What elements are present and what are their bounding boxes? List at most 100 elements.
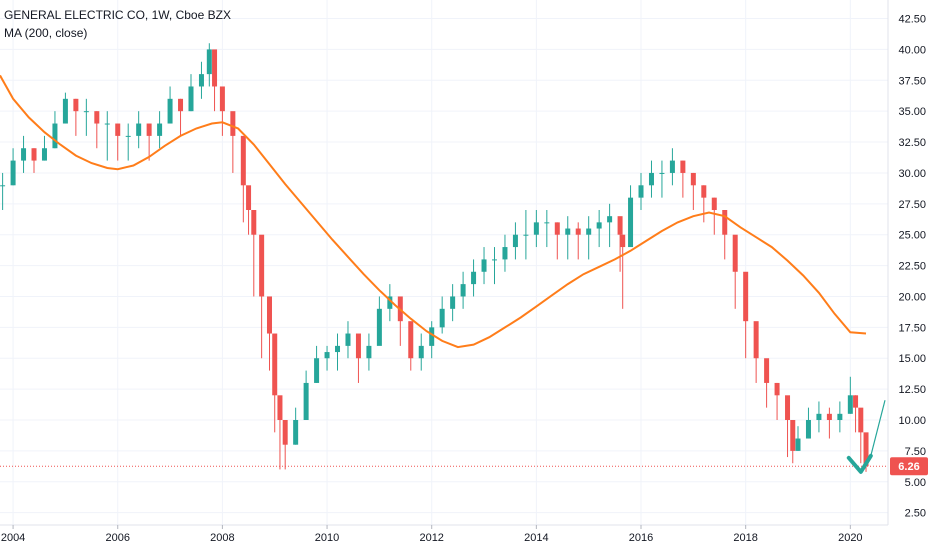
x-tick-label: 2016: [629, 532, 653, 544]
candle-body: [732, 234, 738, 272]
candle-body: [795, 438, 801, 451]
candle-body: [355, 333, 361, 359]
candle-body: [52, 123, 58, 149]
candle-body: [638, 185, 644, 198]
legend: GENERAL ELECTRIC CO, 1W, Cboe BZX MA (20…: [4, 6, 231, 42]
candle-body: [826, 413, 832, 420]
candle-body: [212, 49, 218, 87]
candle-body: [303, 382, 309, 420]
candle-body: [481, 259, 487, 272]
x-axis-labels: 2004 2006 2008 2010 2012 2014 2016 2018 2020: [1, 525, 863, 544]
candle-body: [62, 98, 68, 124]
candle-body: [282, 420, 288, 445]
y-tick-label: 7.50: [905, 446, 926, 458]
candle-body: [701, 185, 707, 198]
candle-body: [366, 345, 372, 359]
candle-body: [680, 160, 686, 173]
candle-body: [0, 185, 6, 187]
y-tick-label: 10.00: [898, 415, 926, 427]
candle-body: [94, 111, 100, 124]
candle-body: [764, 358, 770, 383]
candle-body: [324, 352, 330, 359]
candle-body: [41, 148, 47, 161]
candle-body: [439, 308, 445, 328]
candle-body: [785, 395, 791, 420]
candle-body: [277, 395, 283, 420]
candle-body: [858, 407, 864, 433]
ma-line: [0, 74, 867, 349]
candle-body: [198, 74, 204, 87]
candle-body: [847, 395, 853, 414]
candle-body: [837, 413, 843, 420]
candle-body: [586, 228, 592, 235]
y-tick-label: 2.50: [905, 508, 926, 520]
candle-body: [136, 123, 142, 136]
candle-body: [418, 345, 424, 359]
candle-body: [246, 185, 252, 210]
candles: [0, 43, 869, 472]
last-price-label: 6.26: [898, 461, 919, 473]
candle-body: [805, 420, 811, 439]
candle-body: [429, 327, 435, 346]
y-tick-label: 5.00: [905, 477, 926, 489]
y-tick-label: 27.50: [898, 199, 926, 211]
candle-body: [669, 160, 675, 173]
candle-body: [853, 395, 859, 408]
last-price-label-bg: [890, 457, 928, 476]
candle-body: [544, 222, 550, 224]
candle-body: [240, 135, 246, 186]
y-tick-label: 25.00: [898, 230, 926, 242]
candle-body: [596, 222, 602, 229]
candle-body: [21, 148, 27, 161]
candle-body: [711, 197, 717, 210]
candle-body: [115, 123, 121, 136]
candle-body: [648, 172, 654, 186]
candle-body: [146, 123, 152, 136]
y-tick-label: 30.00: [898, 168, 926, 180]
candle-body: [607, 216, 613, 223]
candle-body: [628, 197, 634, 248]
candle-body: [533, 222, 539, 235]
candle-body: [83, 111, 89, 113]
candle-body: [293, 420, 299, 445]
candle-body: [314, 358, 320, 383]
candle-body: [502, 247, 508, 260]
candle-body: [104, 123, 110, 125]
candle-body: [167, 98, 173, 124]
y-tick-label: 40.00: [898, 44, 926, 56]
candle-body: [345, 333, 351, 346]
y-tick-label: 12.50: [898, 384, 926, 396]
candle-body: [722, 210, 728, 235]
y-tick-label: 17.50: [898, 322, 926, 334]
indicator-label: MA (200, close): [4, 26, 88, 40]
candle-body: [774, 382, 780, 396]
candle-body: [753, 321, 759, 359]
candle-body: [743, 271, 749, 322]
candle-body: [10, 160, 16, 186]
candle-body: [523, 234, 529, 236]
candle-body: [659, 172, 665, 174]
candle-body: [450, 296, 456, 309]
y-axis-labels: 2.50 5.00 7.50 10.00 12.50 15.00 17.50 20.00 22.…: [898, 14, 926, 520]
y-tick-label: 37.50: [898, 75, 926, 87]
candle-body: [575, 228, 581, 235]
trend-line-annotation: [870, 400, 886, 457]
candle-body: [790, 420, 796, 451]
x-tick-label: 2006: [105, 532, 129, 544]
candle-body: [554, 222, 560, 235]
candle-body: [863, 432, 869, 467]
candle-body: [471, 271, 477, 285]
x-tick-label: 2012: [419, 532, 443, 544]
y-tick-label: 20.00: [898, 291, 926, 303]
candle-body: [690, 172, 696, 186]
down-arrow-icon: [846, 453, 873, 474]
y-tick-label: 15.00: [898, 353, 926, 365]
candle-body: [31, 148, 37, 161]
candle-body: [565, 228, 571, 235]
y-tick-label: 42.50: [898, 14, 926, 26]
x-tick-label: 2020: [838, 532, 862, 544]
candle-body: [512, 234, 518, 248]
candle-body: [178, 98, 184, 112]
